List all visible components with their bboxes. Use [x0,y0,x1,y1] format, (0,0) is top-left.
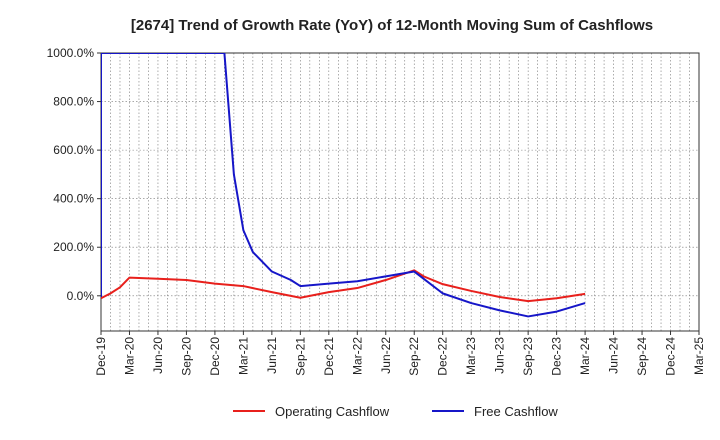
y-tick-label: 1000.0% [47,46,95,60]
x-tick-label: Mar-22 [350,337,364,375]
x-tick-label: Jun-23 [493,337,507,374]
x-tick-label: Sep-24 [635,337,649,376]
x-tick-label: Sep-21 [293,337,307,376]
x-tick-label: Dec-20 [208,337,222,376]
series-layer [101,53,586,318]
x-tick-label: Dec-19 [94,337,108,376]
x-tick-label: Mar-21 [236,337,250,375]
x-tick-label: Dec-21 [322,337,336,376]
x-tick-label: Jun-24 [607,337,621,374]
plot-area-frame [100,52,700,332]
x-axis: Dec-19 Mar-20 Jun-20 Sep-20 Dec-20 Mar-21 Jun-… [94,331,706,376]
x-tick-label: Sep-20 [179,337,193,376]
x-tick-label: Dec-22 [436,337,450,376]
x-tick-label: Mar-23 [464,337,478,375]
legend: Operating Cashflow Free Cashflow [233,404,558,419]
x-tick-label: Jun-21 [265,337,279,374]
x-tick-label: Mar-24 [578,337,592,375]
grid [101,52,699,331]
x-tick-label: Dec-24 [664,337,678,376]
y-tick-label: 400.0% [53,192,94,206]
x-tick-label: Mar-25 [692,337,706,375]
x-tick-label: Sep-22 [407,337,421,376]
y-tick-label: 800.0% [53,95,94,109]
series-line-free-cashflow [101,53,586,318]
y-axis: 0.0% 200.0% 400.0% 600.0% 800.0% 1000.0% [47,46,101,303]
y-tick-label: 200.0% [53,240,94,254]
x-tick-label: Sep-23 [521,337,535,376]
x-tick-label: Jun-20 [151,337,165,374]
series-line-operating-cashflow [101,269,586,303]
x-tick-label: Jun-22 [379,337,393,374]
y-tick-label: 0.0% [67,289,95,303]
y-tick-label: 600.0% [53,143,94,157]
legend-label: Free Cashflow [474,404,558,419]
legend-label: Operating Cashflow [275,404,390,419]
chart-title: [2674] Trend of Growth Rate (YoY) of 12-… [131,17,653,34]
x-tick-label: Dec-23 [550,337,564,376]
x-tick-label: Mar-20 [122,337,136,375]
